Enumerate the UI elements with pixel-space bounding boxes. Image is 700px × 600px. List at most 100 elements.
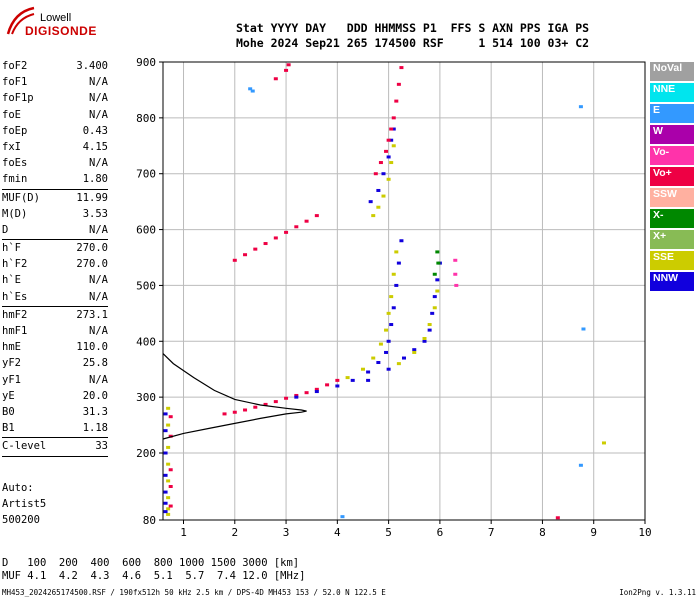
- echo-point: [335, 384, 340, 388]
- x-tick-label: 8: [539, 526, 546, 539]
- param-value: 20.0: [82, 389, 108, 402]
- echo-point: [166, 479, 171, 483]
- legend-item-x: X-: [650, 209, 694, 228]
- echo-point: [453, 258, 458, 262]
- x-tick-label: 2: [231, 526, 238, 539]
- chart-grid: [163, 62, 645, 520]
- version-label: Ion2Png v. 1.3.11: [619, 588, 696, 597]
- param-row: yF1 N/A: [2, 372, 108, 388]
- echo-point: [350, 378, 355, 382]
- echo-point: [435, 250, 440, 254]
- legend-item-vo: Vo+: [650, 167, 694, 186]
- param-row: h`E N/A: [2, 272, 108, 288]
- header-labels: Stat YYYY DAY DDD HHMMSS P1 FFS S AXN PP…: [236, 21, 590, 35]
- echo-point: [391, 116, 396, 120]
- param-row: B1 1.18: [2, 420, 108, 436]
- param-value: 3.53: [82, 207, 108, 220]
- param-row: fmin 1.80: [2, 171, 108, 187]
- param-name: yE: [2, 389, 15, 402]
- echo-point: [412, 350, 417, 354]
- echo-point: [394, 283, 399, 287]
- echo-point: [391, 272, 396, 276]
- auto-scaling-info: Auto: Artist5 500200: [2, 480, 46, 528]
- param-name: yF2: [2, 357, 21, 370]
- echo-point: [163, 473, 168, 477]
- x-tick-label: 6: [437, 526, 444, 539]
- echo-point: [381, 194, 386, 198]
- param-value: 110.0: [76, 341, 108, 354]
- y-tick-label: 80: [143, 514, 156, 527]
- auto-label: Auto:: [2, 482, 34, 494]
- param-value: N/A: [89, 223, 108, 236]
- echo-point: [389, 161, 394, 165]
- echo-point: [381, 172, 386, 176]
- echo-point: [453, 272, 458, 276]
- y-tick-label: 600: [136, 224, 156, 237]
- echo-point: [325, 383, 330, 387]
- echo-point: [314, 387, 319, 391]
- echo-point: [378, 342, 383, 346]
- echo-point: [396, 261, 401, 265]
- echo-point: [166, 496, 171, 500]
- param-row: hmF1 N/A: [2, 323, 108, 339]
- param-value: N/A: [89, 76, 108, 89]
- echo-point: [391, 306, 396, 310]
- param-name: MUF(D): [2, 191, 40, 204]
- echo-point: [376, 361, 381, 365]
- echo-point: [373, 172, 378, 176]
- x-tick-label: 5: [385, 526, 392, 539]
- echo-point: [166, 462, 171, 466]
- param-name: M(D): [2, 207, 28, 220]
- echo-point: [166, 423, 171, 427]
- param-value: N/A: [89, 92, 108, 105]
- echo-point: [422, 336, 427, 340]
- echo-point: [436, 261, 441, 265]
- param-value: N/A: [89, 373, 108, 386]
- echo-point: [427, 328, 432, 332]
- echo-point: [314, 390, 319, 394]
- param-name: B1: [2, 422, 15, 435]
- echo-point: [243, 253, 248, 257]
- echo-point: [232, 410, 237, 414]
- echo-point: [389, 138, 394, 142]
- echo-point: [396, 362, 401, 366]
- param-name: C-level: [2, 440, 47, 453]
- param-value: N/A: [89, 274, 108, 287]
- echo-point: [399, 239, 404, 243]
- y-tick-label: 300: [136, 391, 156, 404]
- echo-point: [366, 378, 371, 382]
- echo-point: [384, 328, 389, 332]
- echo-point: [166, 406, 171, 410]
- echo-point: [384, 350, 389, 354]
- echo-point: [399, 66, 404, 70]
- footer-info: MH453_2024265174500.RSF / 190fx512h 50 k…: [2, 588, 386, 597]
- echo-point: [248, 87, 253, 91]
- param-row: foEs N/A: [2, 155, 108, 171]
- param-row: D N/A: [2, 222, 108, 238]
- echo-point: [371, 214, 376, 218]
- param-row: hmE 110.0: [2, 339, 108, 355]
- echo-point: [394, 99, 399, 103]
- legend-item-noval: NoVal: [650, 62, 694, 81]
- echo-point: [435, 289, 440, 293]
- echo-point: [422, 339, 427, 343]
- y-tick-label: 400: [136, 335, 156, 348]
- echo-point: [437, 261, 442, 265]
- echo-point: [168, 485, 173, 488]
- echo-point: [454, 283, 459, 287]
- echo-point: [394, 250, 399, 254]
- param-row: h`Es N/A: [2, 289, 108, 305]
- param-value: 11.99: [76, 191, 108, 204]
- echo-point: [601, 441, 606, 445]
- param-name: h`F: [2, 242, 21, 255]
- echo-point: [273, 77, 278, 81]
- echo-point: [386, 367, 391, 371]
- param-value: 270.0: [76, 258, 108, 271]
- legend-item-e: E: [650, 104, 694, 123]
- param-name: foF1: [2, 76, 28, 89]
- param-name: h`Es: [2, 290, 28, 303]
- echo-point: [402, 356, 406, 360]
- legend-item-ssw: SSW: [650, 188, 694, 207]
- x-tick-label: 10: [638, 526, 651, 539]
- echo-point: [284, 230, 289, 234]
